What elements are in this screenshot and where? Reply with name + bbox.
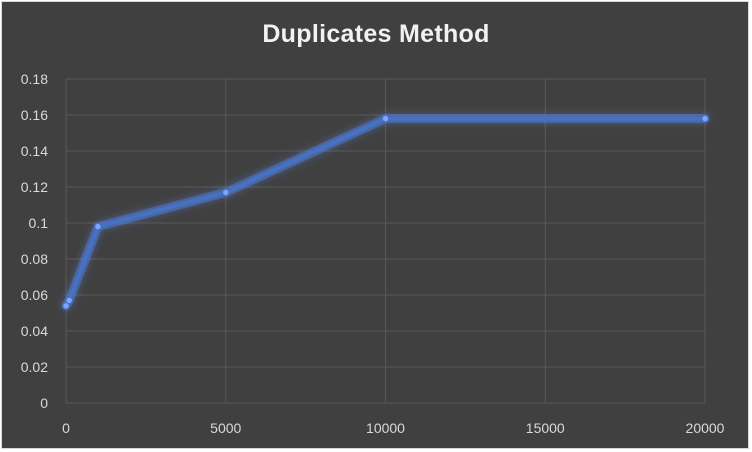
x-tick-label: 20000 [686,420,725,436]
y-tick-label: 0.02 [21,359,48,375]
y-tick-label: 0.14 [21,143,48,159]
data-series [61,114,710,311]
data-point [701,114,709,123]
y-tick-label: 0.16 [21,107,48,123]
chart-title: Duplicates Method [262,20,490,48]
x-tick-label: 5000 [210,420,241,436]
y-tick-label: 0.08 [21,251,48,267]
axes: 0 0.02 0.04 0.06 0.08 0.1 0.12 0.14 0.16 0.18 0 500… [21,71,725,436]
y-tick-label: 0.06 [21,287,48,303]
data-point [222,188,230,197]
data-point [94,222,102,231]
x-tick-label: 10000 [366,420,405,436]
data-point [381,114,390,123]
y-tick-label: 0 [40,395,48,411]
x-tick-label: 0 [62,420,70,436]
data-point [65,296,73,305]
gridlines [65,78,706,404]
y-tick-label: 0.1 [29,215,49,231]
y-tick-label: 0.12 [21,179,48,195]
data-point [62,302,70,310]
y-tick-label: 0.18 [21,71,48,87]
y-tick-label: 0.04 [21,323,48,339]
x-tick-label: 15000 [526,420,565,436]
